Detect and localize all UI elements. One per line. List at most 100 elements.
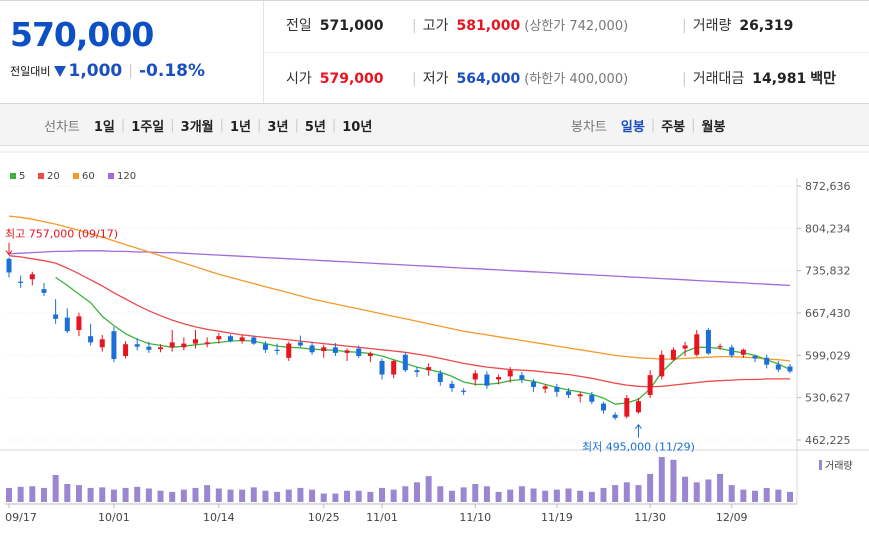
x-tick-label: 11/01: [366, 511, 398, 524]
high-arrow-head: [5, 250, 13, 256]
divider: |: [219, 118, 225, 133]
high-label: 고가: [422, 18, 449, 34]
candle-down: [262, 344, 268, 350]
x-tick-label: 11/10: [459, 511, 491, 524]
candle-up: [717, 346, 723, 348]
volume-bar: [99, 487, 106, 502]
tab-monthly[interactable]: 월봉: [701, 120, 726, 135]
tab-weekly[interactable]: 주봉: [661, 120, 686, 135]
volume-bar: [367, 491, 374, 502]
candle-down: [612, 414, 618, 418]
volume-bar: [285, 489, 292, 502]
volume-bar: [169, 491, 176, 502]
volume-bar: [763, 487, 770, 502]
candle-up: [542, 386, 548, 389]
x-tick-label: 09/17: [5, 511, 37, 524]
tab-5y[interactable]: 5년: [304, 120, 326, 135]
legend-label-120: 120: [117, 171, 136, 182]
volume-bar: [309, 489, 316, 502]
candle-down: [531, 381, 537, 387]
volume-bar: [635, 485, 642, 502]
volume-bar: [577, 490, 584, 502]
tab-10y[interactable]: 10년: [342, 120, 373, 135]
candle-up: [647, 375, 653, 395]
candle-up: [659, 354, 665, 377]
line-chart-title: 선차트: [44, 120, 80, 135]
ma20-line: [8, 255, 790, 388]
volume-bar: [344, 490, 351, 502]
divider: |: [682, 18, 687, 34]
candle-down: [53, 314, 59, 319]
volume-bar: [530, 488, 537, 502]
candle-down: [449, 383, 455, 389]
change-value: 1,000: [68, 61, 123, 81]
candle-down: [566, 391, 572, 395]
volume-legend-label: 거래량: [825, 460, 853, 472]
candle-up: [507, 370, 513, 377]
volume-bar: [647, 473, 654, 502]
volume-bar: [740, 489, 747, 502]
low-price: | 저가 564,000 (하한가 400,000): [412, 68, 628, 88]
quote-summary: 570,000 전일대비 1,000 | -0.18% 전일 571,000 | 고…: [0, 0, 869, 104]
candle-up: [426, 367, 432, 371]
candle-up: [76, 316, 82, 330]
candle-up: [496, 377, 502, 380]
divider: |: [412, 71, 417, 87]
candle-up: [158, 347, 164, 350]
volume-bar: [215, 488, 222, 502]
volume-bar: [274, 491, 281, 502]
candle-up: [181, 343, 187, 348]
tab-3y[interactable]: 3년: [267, 120, 289, 135]
candle-up: [694, 334, 700, 355]
y-tick-label: 462,225: [805, 434, 851, 447]
amount-unit: 백만: [810, 71, 837, 87]
high-value: 581,000: [456, 18, 521, 34]
volume-bar: [518, 486, 525, 502]
volume-bar: [204, 485, 211, 502]
candle-down: [379, 360, 385, 375]
candle-up: [472, 373, 478, 380]
volume-bar: [52, 475, 59, 502]
legend-swatch-60: [73, 173, 79, 179]
candle-down: [775, 364, 781, 370]
legend-swatch-5: [10, 173, 16, 179]
ma60-line: [8, 215, 791, 362]
candle-up: [635, 401, 641, 413]
volume-bar: [693, 482, 700, 502]
candle-down: [134, 344, 140, 347]
volume-bar: [250, 487, 257, 502]
volume-bar: [658, 457, 665, 502]
open-label: 시가: [286, 71, 312, 87]
amount-value: 14,981: [752, 71, 807, 87]
tab-1d[interactable]: 1일: [93, 120, 115, 135]
tab-daily[interactable]: 일봉: [620, 120, 645, 135]
divider: |: [294, 118, 299, 133]
volume-bar: [320, 493, 327, 502]
candlestick-chart: 5 20 60 120 872,636 804,234 735,832 667,430 599,…: [0, 151, 869, 524]
tab-1y[interactable]: 1년: [230, 120, 252, 135]
x-tick-label: 11/30: [634, 511, 666, 524]
low-arrow-head: [635, 423, 642, 430]
amount-info: | 거래대금 14,981 백만: [682, 68, 836, 88]
volume-bar: [134, 486, 141, 502]
candle-up: [169, 342, 175, 348]
amount-label: 거래대금: [692, 71, 745, 87]
volume-bar: [297, 487, 304, 502]
volume-bar: [413, 482, 420, 502]
chart-tabs: 선차트 1일 | 1주일 | 3개월 | 1년 | 3년 | 5년 | 10년 봉차트 일봉…: [0, 104, 869, 146]
volume-bar: [752, 490, 759, 502]
candle-down: [437, 373, 443, 382]
lower-limit: (하한가 400,000): [524, 72, 629, 87]
volume-value: 26,319: [739, 18, 794, 34]
volume-bar: [600, 487, 607, 502]
tab-3m[interactable]: 3개월: [180, 120, 214, 135]
candle-down: [589, 394, 595, 402]
y-tick-label: 804,234: [805, 222, 851, 235]
volume-bar: [180, 489, 187, 502]
tab-1w[interactable]: 1주일: [131, 120, 165, 135]
candle-down: [6, 258, 12, 273]
volume-bar: [460, 487, 467, 502]
divider: |: [128, 63, 133, 79]
volume-bar: [87, 487, 94, 502]
volume-bar: [623, 482, 630, 502]
